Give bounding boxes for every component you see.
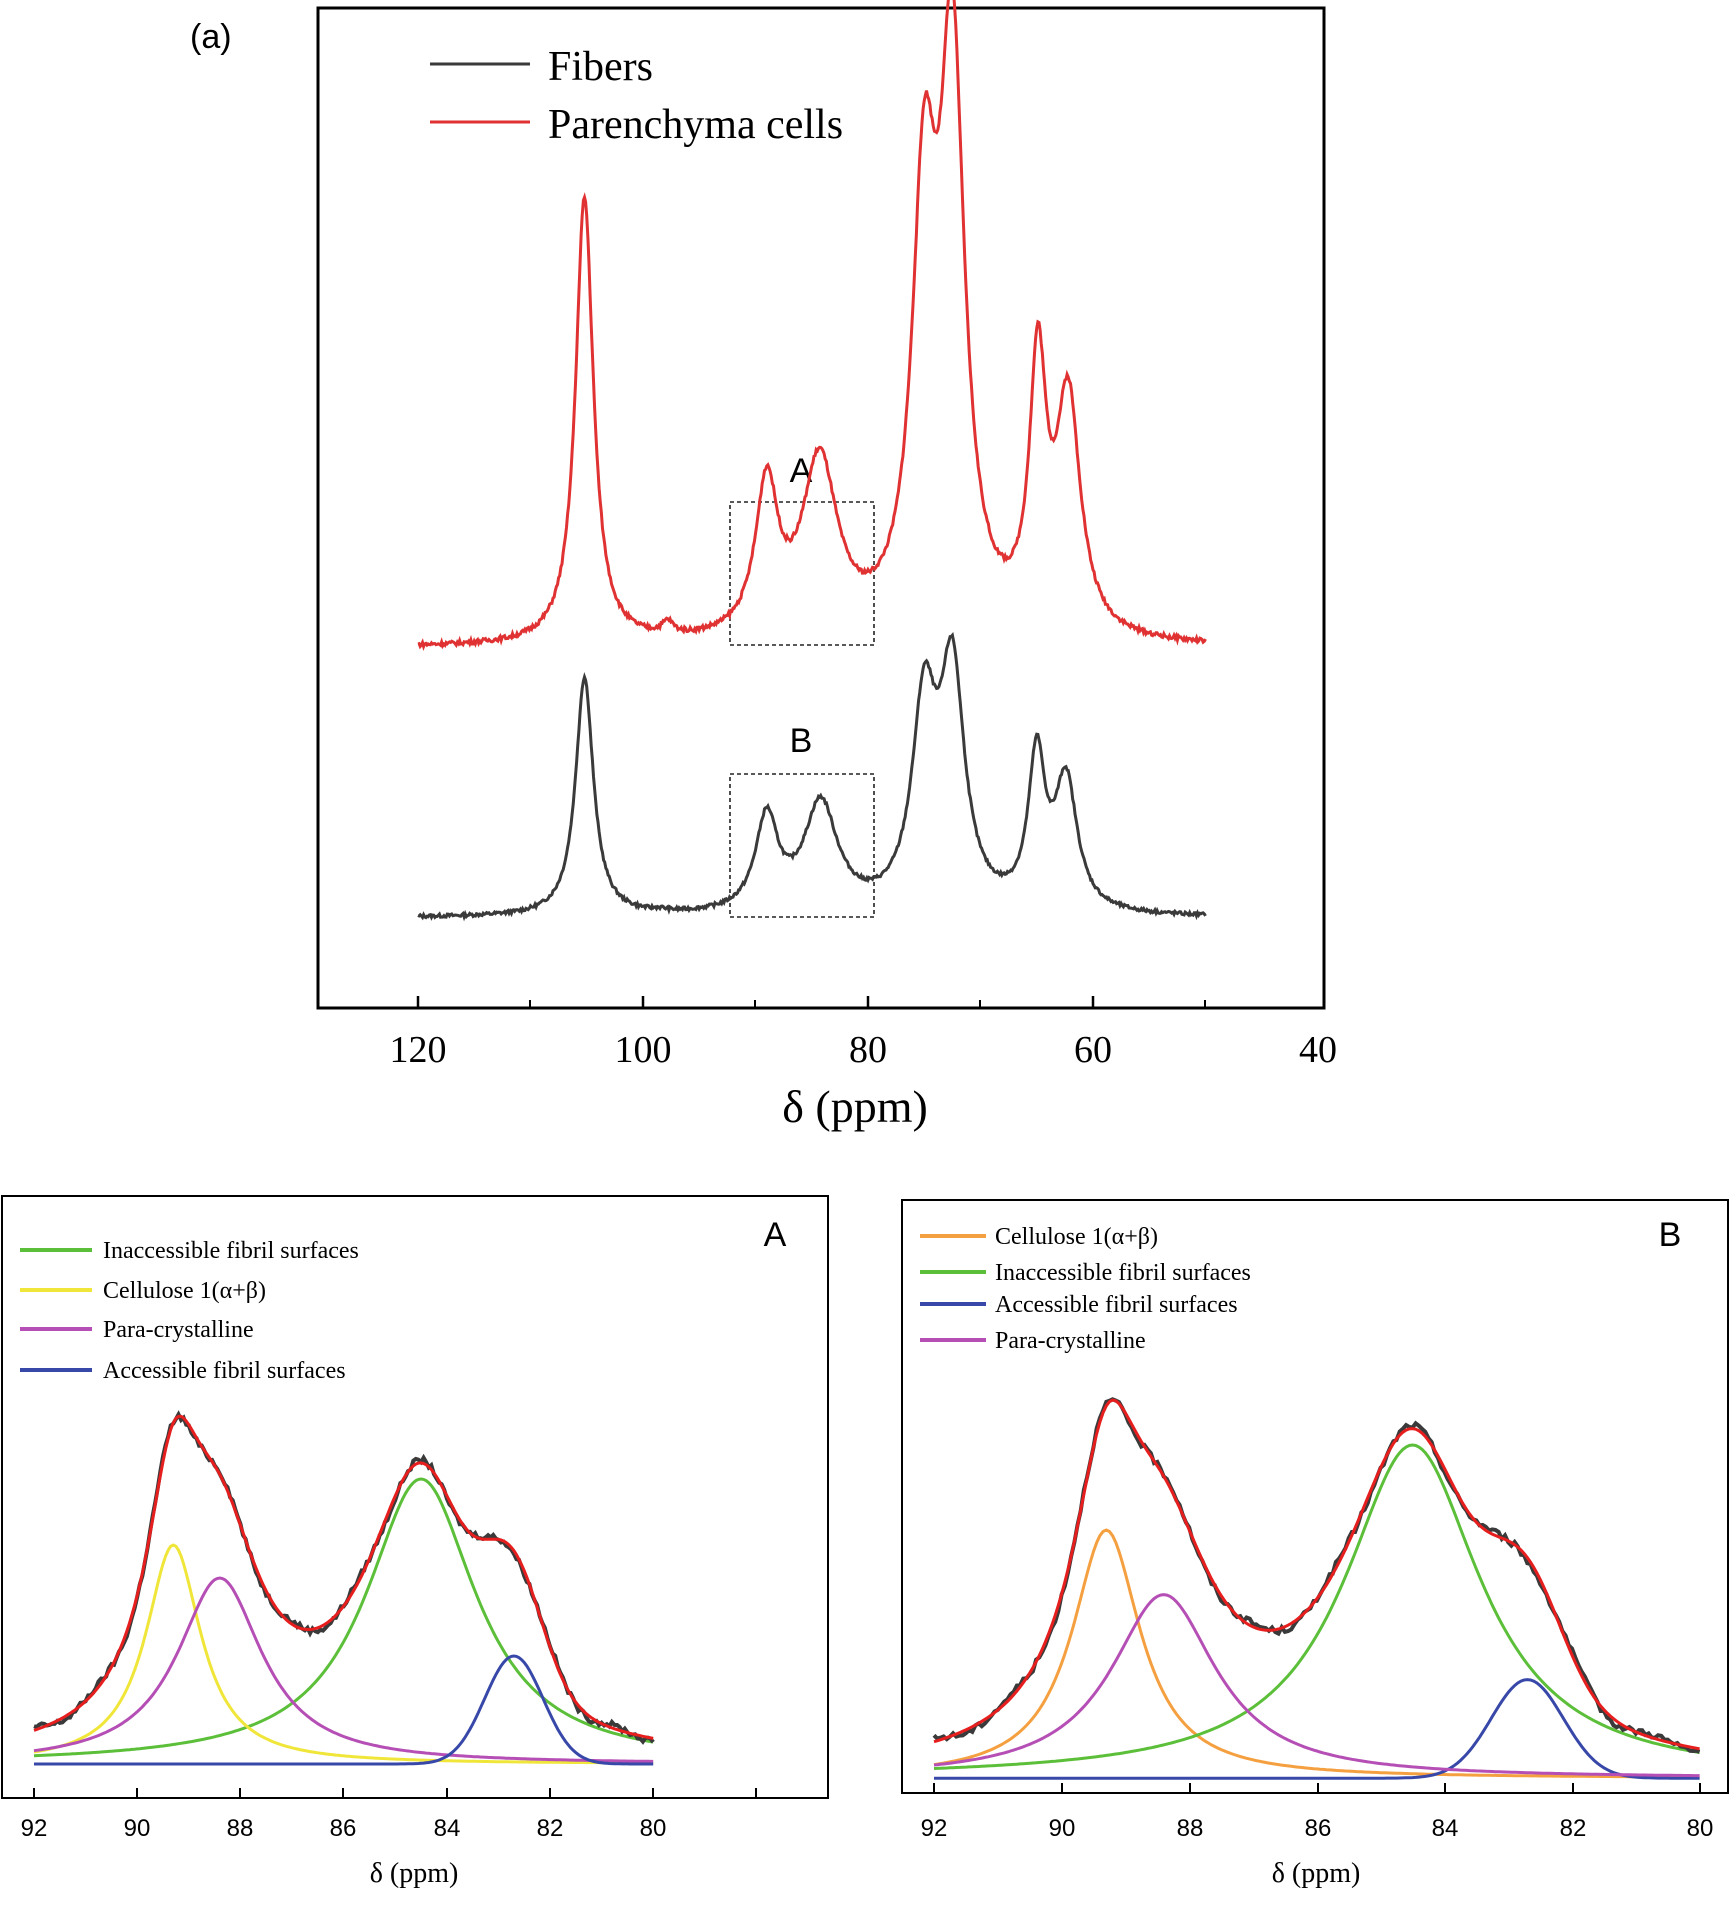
legend-label: Accessible fibril surfaces: [995, 1292, 1238, 1318]
region-a-label: A: [790, 452, 813, 490]
x-tick-label: 82: [1560, 1815, 1587, 1842]
component-accessible-curve: [34, 1654, 654, 1766]
x-tick-label: 120: [390, 1029, 447, 1071]
region-b-label: B: [790, 722, 813, 760]
x-tick-label: 88: [227, 1815, 254, 1842]
x-tick-label: 84: [1432, 1815, 1459, 1842]
panel-b-chart: B Cellulose 1(α+β) Inaccessible fibril s…: [901, 1199, 1729, 1889]
x-tick-label: 100: [615, 1029, 672, 1071]
main-chart: (a) Fibers Parenchyma cells A B 120 100: [190, 0, 1337, 1132]
fitted-sum-curve: [933, 1398, 1700, 1751]
panel-a-chart: A Inaccessible fibril surfaces Cellulose…: [1, 1195, 829, 1889]
x-tick-label: 80: [640, 1815, 667, 1842]
legend-label: Para-crystalline: [103, 1317, 254, 1343]
x-tick-label: 88: [1177, 1815, 1204, 1842]
component-para-crystalline-curve: [933, 1593, 1700, 1778]
legend-fibers-label: Fibers: [548, 44, 653, 90]
panel-a-frame: [1, 1195, 829, 1799]
component-cellulose-curve: [33, 1543, 654, 1765]
x-tick-label: 60: [1074, 1029, 1112, 1071]
legend-label: Cellulose 1(α+β): [995, 1224, 1158, 1250]
component-accessible-curve: [934, 1678, 1700, 1780]
legend-label: Para-crystalline: [995, 1328, 1146, 1354]
panel-b-frame: [901, 1199, 1729, 1794]
component-cellulose-curve: [933, 1528, 1700, 1779]
x-tick-label: 92: [21, 1815, 48, 1842]
x-tick-label: 40: [1299, 1029, 1337, 1071]
series-fibers-line: [417, 632, 1207, 922]
x-axis-title: δ (ppm): [1272, 1858, 1361, 1889]
region-a-box: [729, 501, 875, 646]
region-b-box: [729, 773, 875, 918]
panel-label-a: (a): [190, 18, 232, 56]
component-inaccessible-curve: [33, 1477, 654, 1758]
x-tick-label: 90: [1049, 1815, 1076, 1842]
x-tick-label: 80: [1687, 1815, 1714, 1842]
panel-a-x-axis: 92 90 88 86 84 82 80 δ (ppm): [21, 1788, 757, 1889]
x-tick-label: 90: [124, 1815, 151, 1842]
highlight-regions: A B: [729, 452, 875, 918]
fitted-sum-curve: [33, 1414, 654, 1740]
legend-parenchyma-label: Parenchyma cells: [548, 102, 843, 148]
main-plot-frame: [316, 6, 1326, 1010]
panel-a-label: A: [764, 1216, 787, 1254]
x-axis-title: δ (ppm): [782, 1081, 928, 1132]
x-tick-label: 84: [434, 1815, 461, 1842]
panel-b-label: B: [1659, 1216, 1682, 1254]
component-para-crystalline-curve: [33, 1576, 654, 1763]
component-inaccessible-curve: [933, 1443, 1700, 1770]
x-tick-label: 86: [1305, 1815, 1332, 1842]
x-axis-title: δ (ppm): [370, 1858, 459, 1889]
panel-a-legend: Inaccessible fibril surfaces Cellulose 1…: [20, 1238, 359, 1384]
panel-b-x-axis: 92 90 88 86 84 82 80 δ (ppm): [921, 1783, 1714, 1889]
panel-b-legend: Cellulose 1(α+β) Inaccessible fibril sur…: [920, 1224, 1251, 1354]
x-tick-label: 92: [921, 1815, 948, 1842]
main-legend: Fibers Parenchyma cells: [430, 44, 843, 148]
legend-label: Inaccessible fibril surfaces: [103, 1238, 359, 1264]
legend-label: Accessible fibril surfaces: [103, 1358, 346, 1384]
main-x-axis: 120 100 80 60 40 δ (ppm): [390, 996, 1337, 1132]
legend-label: Cellulose 1(α+β): [103, 1278, 266, 1304]
x-tick-label: 82: [537, 1815, 564, 1842]
x-tick-label: 86: [330, 1815, 357, 1842]
x-tick-label: 80: [849, 1029, 887, 1071]
legend-label: Inaccessible fibril surfaces: [995, 1260, 1251, 1286]
series-parenchyma-line: [417, 0, 1207, 652]
